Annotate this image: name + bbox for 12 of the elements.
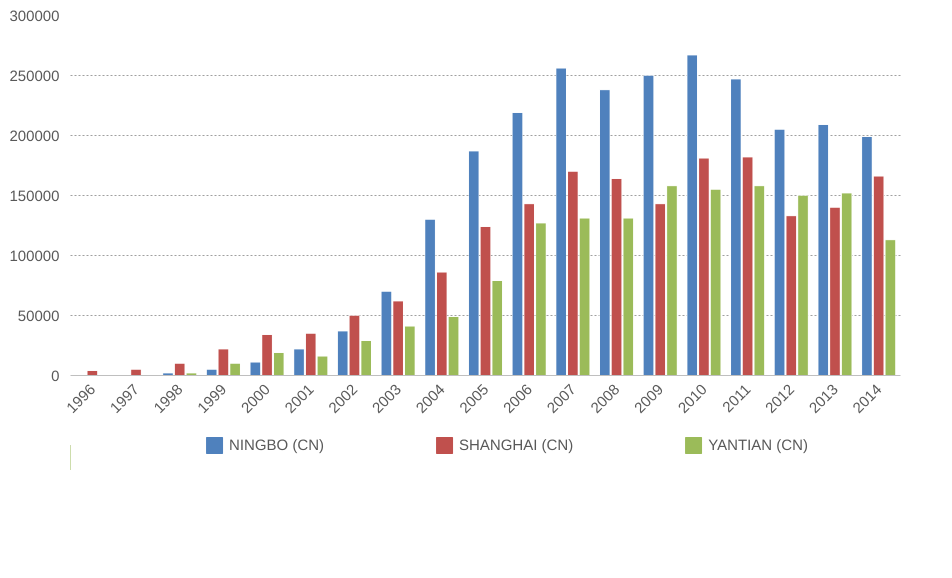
bar bbox=[86, 370, 98, 376]
bar bbox=[130, 369, 142, 376]
y-tick-label: 50000 bbox=[18, 308, 60, 325]
legend-label: YANTIAN (CN) bbox=[708, 436, 808, 454]
y-tick-label: 300000 bbox=[9, 8, 60, 25]
y-tick-label: 200000 bbox=[9, 128, 60, 145]
y-tick-label: 150000 bbox=[9, 188, 60, 205]
y-tick-label: 250000 bbox=[9, 68, 60, 85]
legend-label: SHANGHAI (CN) bbox=[459, 436, 574, 454]
y-tick-label: 0 bbox=[51, 368, 60, 385]
legend-label: NINGBO (CN) bbox=[229, 436, 324, 454]
y-tick-label: 100000 bbox=[9, 248, 60, 265]
